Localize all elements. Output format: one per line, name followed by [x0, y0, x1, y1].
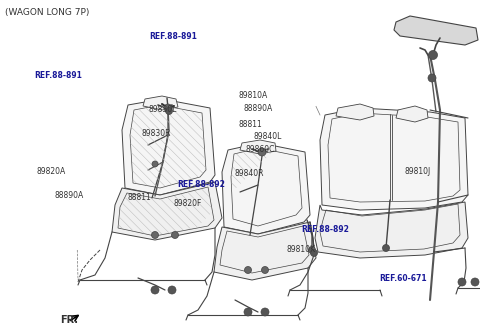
Polygon shape	[240, 140, 276, 154]
Circle shape	[383, 244, 389, 251]
Circle shape	[164, 104, 172, 112]
Text: REF.88-892: REF.88-892	[178, 180, 226, 189]
Circle shape	[166, 108, 172, 114]
Polygon shape	[315, 202, 468, 258]
Circle shape	[152, 161, 158, 167]
Text: REF.88-891: REF.88-891	[149, 32, 197, 41]
Circle shape	[311, 249, 317, 257]
Text: 89820F: 89820F	[173, 199, 202, 208]
Polygon shape	[320, 108, 468, 210]
Text: 89840R: 89840R	[234, 169, 264, 178]
Polygon shape	[122, 99, 215, 195]
Text: (WAGON LONG 7P): (WAGON LONG 7P)	[5, 8, 89, 17]
Polygon shape	[222, 143, 310, 234]
Text: 89840L: 89840L	[253, 132, 282, 141]
Text: REF.60-671: REF.60-671	[379, 274, 427, 284]
Circle shape	[471, 278, 479, 286]
Circle shape	[168, 286, 176, 294]
Text: REF.88-891: REF.88-891	[35, 70, 83, 80]
Polygon shape	[336, 104, 374, 120]
Text: 89830R: 89830R	[142, 129, 171, 138]
Text: 88811: 88811	[127, 193, 151, 202]
Circle shape	[429, 50, 437, 60]
Text: 88811: 88811	[239, 119, 262, 129]
Circle shape	[152, 232, 158, 239]
Text: 88890A: 88890A	[55, 191, 84, 200]
Polygon shape	[396, 106, 428, 122]
Text: 89810J: 89810J	[404, 166, 431, 176]
Polygon shape	[214, 222, 316, 280]
Text: 88890A: 88890A	[243, 104, 273, 113]
Text: 89860C: 89860C	[246, 145, 275, 154]
Text: FR.: FR.	[60, 315, 78, 325]
Text: 89810K: 89810K	[286, 245, 315, 254]
Text: 89830L: 89830L	[149, 105, 177, 114]
Text: REF.88-892: REF.88-892	[301, 225, 349, 234]
Circle shape	[244, 266, 252, 273]
Circle shape	[428, 74, 436, 82]
Polygon shape	[394, 16, 478, 45]
Circle shape	[458, 278, 466, 286]
Polygon shape	[143, 96, 178, 110]
Circle shape	[244, 308, 252, 316]
Circle shape	[151, 286, 159, 294]
Circle shape	[261, 308, 269, 316]
Circle shape	[258, 148, 266, 156]
Circle shape	[309, 246, 315, 254]
Text: 89820A: 89820A	[37, 166, 66, 176]
Circle shape	[171, 232, 179, 239]
Circle shape	[262, 266, 268, 273]
Polygon shape	[112, 182, 222, 240]
Text: 89810A: 89810A	[238, 91, 267, 100]
